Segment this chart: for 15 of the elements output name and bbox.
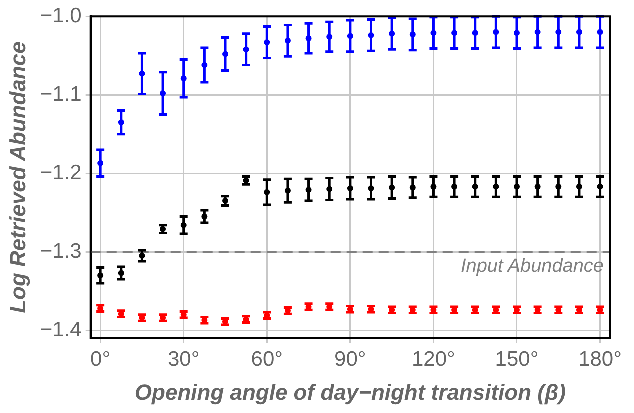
y-tick-label: −1.0: [40, 4, 82, 28]
y-axis-title: Log Retrieved Abundance: [5, 42, 30, 314]
ref-line-label: Input Abundance: [461, 256, 604, 278]
x-tick-label: 30°: [168, 348, 200, 371]
x-tick-label: 150°: [495, 348, 539, 371]
x-axis-title: Opening angle of day−night transition (β): [134, 380, 566, 405]
x-tick-label: 120°: [412, 348, 456, 371]
x-tick-label: 60°: [251, 348, 284, 371]
y-tick-label: −1.3: [40, 240, 82, 263]
x-tick-label: 180°: [578, 348, 622, 371]
x-tick-label: 90°: [334, 348, 366, 371]
y-tick-label: −1.1: [40, 82, 82, 106]
y-tick-label: −1.2: [40, 161, 82, 184]
y-tick-label: −1.4: [40, 318, 82, 342]
x-tick-label: 0°: [90, 348, 111, 371]
